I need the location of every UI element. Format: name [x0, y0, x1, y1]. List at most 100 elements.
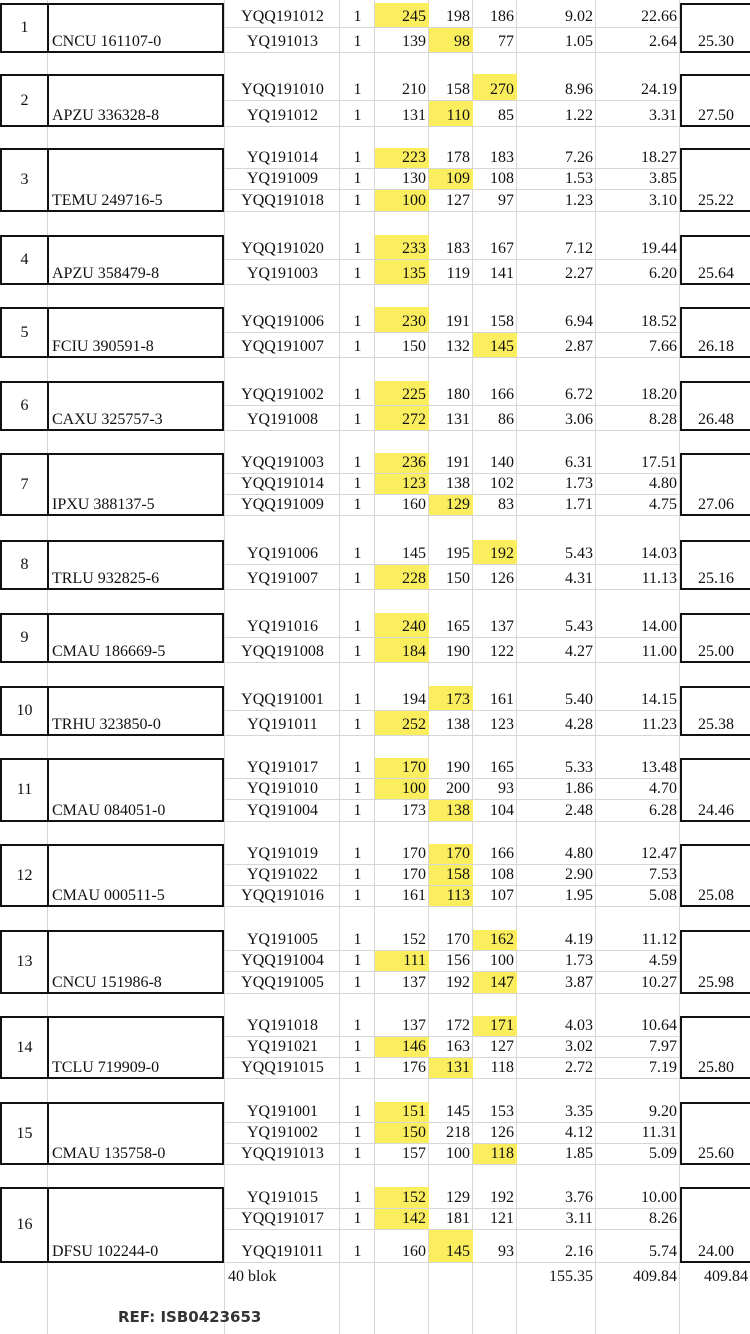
- cell-block: YQ191006: [246, 545, 319, 562]
- cell-a: 150: [375, 1123, 429, 1143]
- cell-c: 162: [473, 930, 517, 950]
- cell-qty: 1: [353, 8, 362, 25]
- cell-d: 5.43: [565, 545, 593, 562]
- cell-d: 4.03: [565, 1017, 593, 1034]
- cell-a: 228: [375, 565, 429, 589]
- cell-qty: 1: [353, 265, 362, 282]
- group-number: 4: [2, 237, 49, 283]
- cell-d: 2.16: [565, 1243, 593, 1260]
- cell-b: 190: [446, 759, 470, 776]
- cell-b: 129: [429, 495, 473, 515]
- cell-qty: 1: [353, 454, 362, 471]
- cell-c: 192: [473, 540, 517, 564]
- group-total: 24.00: [698, 1243, 734, 1260]
- cell-c: 145: [473, 333, 517, 357]
- cell-block: YQQ191003: [241, 454, 324, 471]
- table-row: YQ191009 1 130 109 108 1.53 3.85: [225, 169, 680, 190]
- cell-qty: 1: [353, 570, 362, 587]
- group-total: 27.50: [698, 107, 734, 124]
- group-total: 25.08: [698, 887, 734, 904]
- group-total: 25.00: [698, 643, 734, 660]
- cell-e: 11.12: [641, 931, 677, 948]
- container-number: CMAU 084051-0: [52, 802, 166, 819]
- cell-qty: 1: [353, 1103, 362, 1120]
- cell-a: 137: [402, 974, 426, 991]
- cell-e: 7.66: [649, 338, 677, 355]
- cell-a: 170: [375, 758, 429, 778]
- cell-d: 3.11: [565, 1210, 593, 1227]
- reference-label: REF: ISB0423653: [118, 1308, 262, 1326]
- container-number: TRHU 323850-0: [52, 716, 161, 733]
- cell-c: 166: [490, 386, 514, 403]
- cell-a: 150: [402, 338, 426, 355]
- container-number: DFSU 102244-0: [52, 1243, 159, 1260]
- cell-e: 5.74: [649, 1243, 677, 1260]
- cell-block: YQ191016: [246, 618, 319, 635]
- cell-b: 191: [446, 454, 470, 471]
- cell-b: 180: [446, 386, 470, 403]
- container-group: 2 APZU 336328-8: [0, 74, 224, 127]
- cell-qty: 1: [353, 643, 362, 660]
- footer-sum-total: 409.84: [704, 1268, 748, 1285]
- cell-d: 4.19: [565, 931, 593, 948]
- table-row: YQQ191018 1 100 127 97 1.23 3.10: [225, 190, 680, 212]
- cell-d: 1.53: [565, 170, 593, 187]
- cell-qty: 1: [353, 192, 362, 209]
- footer-sum-e: 409.84: [633, 1268, 677, 1285]
- cell-e: 24.19: [641, 81, 677, 98]
- cell-a: 130: [402, 170, 426, 187]
- cell-d: 7.12: [565, 240, 593, 257]
- table-row: YQQ191002 1 225 180 166 6.72 18.20: [225, 381, 680, 406]
- cell-c: 270: [473, 74, 517, 100]
- cell-e: 5.08: [649, 887, 677, 904]
- cell-qty: 1: [353, 496, 362, 513]
- cell-block: YQ191010: [246, 780, 319, 797]
- cell-qty: 1: [353, 691, 362, 708]
- cell-qty: 1: [353, 780, 362, 797]
- cell-c: 140: [490, 454, 514, 471]
- cell-qty: 1: [353, 1145, 362, 1162]
- cell-qty: 1: [353, 149, 362, 166]
- group-number: 10: [2, 688, 49, 734]
- cell-block: YQQ191001: [241, 691, 324, 708]
- cell-d: 6.31: [565, 454, 593, 471]
- container-group: 3 TEMU 249716-5: [0, 148, 224, 212]
- group-total: 25.64: [698, 265, 734, 282]
- cell-c: 192: [490, 1189, 514, 1206]
- cell-e: 13.48: [641, 759, 677, 776]
- group-total: 26.48: [698, 411, 734, 428]
- group-total-box: 25.22: [680, 148, 750, 212]
- container-group: 13 CNCU 151986-8: [0, 930, 224, 994]
- table-row: YQ191014 1 223 178 183 7.26 18.27: [225, 148, 680, 169]
- cell-block: YQ191017: [246, 759, 319, 776]
- table-row: YQ191016 1 240 165 137 5.43 14.00: [225, 613, 680, 638]
- cell-e: 18.27: [641, 149, 677, 166]
- group-total-box: 25.38: [680, 686, 750, 736]
- cell-b: 181: [446, 1210, 470, 1227]
- table-row: YQ191002 1 150 218 126 4.12 11.31: [225, 1123, 680, 1144]
- cell-e: 14.15: [641, 691, 677, 708]
- cell-c: 167: [490, 240, 514, 257]
- cell-qty: 1: [353, 475, 362, 492]
- cell-qty: 1: [353, 1038, 362, 1055]
- group-total-box: 25.00: [680, 613, 750, 663]
- cell-qty: 1: [353, 618, 362, 635]
- cell-d: 4.27: [565, 643, 593, 660]
- cell-a: 131: [402, 107, 426, 124]
- cell-a: 184: [375, 638, 429, 662]
- cell-qty: 1: [353, 974, 362, 991]
- cell-e: 3.85: [649, 170, 677, 187]
- cell-qty: 1: [353, 1017, 362, 1034]
- table-row: YQ191015 1 152 129 192 3.76 10.00: [225, 1187, 680, 1209]
- cell-c: 161: [490, 691, 514, 708]
- cell-e: 8.26: [649, 1210, 677, 1227]
- cell-a: 145: [402, 545, 426, 562]
- cell-block: YQQ191010: [241, 81, 324, 98]
- cell-d: 5.40: [565, 691, 593, 708]
- footer-sum-d: 155.35: [549, 1268, 593, 1285]
- cell-b: 173: [429, 686, 473, 710]
- cell-c: 97: [498, 192, 514, 209]
- cell-qty: 1: [353, 170, 362, 187]
- cell-e: 19.44: [641, 240, 677, 257]
- group-total-box: 25.98: [680, 930, 750, 994]
